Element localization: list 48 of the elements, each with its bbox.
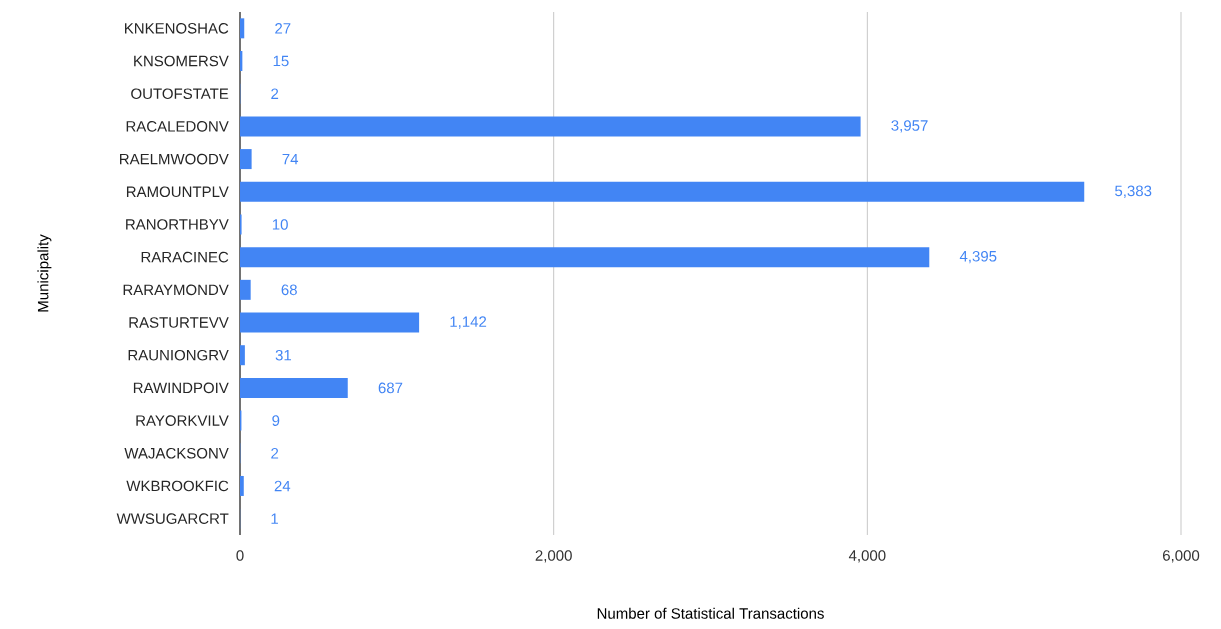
data-label: 31 <box>275 349 292 361</box>
y-tick-label: RAYORKVILV <box>136 415 229 426</box>
data-label: 2 <box>271 88 279 99</box>
y-tick-label: RASTURTEVV <box>129 317 229 328</box>
y-tick-label: OUTOFSTATE <box>131 88 229 100</box>
bar <box>240 18 245 39</box>
y-tick-label: WAJACKSONV <box>124 447 229 459</box>
data-label: 1,142 <box>450 316 487 329</box>
data-label: 68 <box>281 284 297 296</box>
data-label: 3,957 <box>891 120 928 133</box>
y-tick-label: RARACINEC <box>141 251 229 263</box>
data-label: 5,383 <box>1115 185 1152 198</box>
data-label: 15 <box>273 55 289 67</box>
y-tick-label: WWSUGARCRT <box>116 513 229 524</box>
data-label: 4,395 <box>959 250 997 264</box>
data-label: 27 <box>275 23 291 34</box>
y-tick-label: KNKENOSHAC <box>125 23 229 34</box>
y-tick-label: WKBROOKFIC <box>126 480 229 492</box>
y-tick-label: RARAYMONDV <box>123 284 229 296</box>
bar <box>240 279 251 300</box>
y-tick-label: RAUNIONGRV <box>128 349 229 361</box>
data-label: 2 <box>271 448 279 459</box>
bar <box>240 181 1085 202</box>
data-label: 1 <box>271 513 278 524</box>
x-tick-label: 0 <box>236 550 244 561</box>
data-label: 687 <box>378 382 403 394</box>
y-tick-label: RAELMWOODV <box>120 153 229 165</box>
x-axis-title: Number of Statistical Transactions <box>597 607 824 619</box>
y-tick-label: RACALEDONV <box>126 121 229 132</box>
data-label: 9 <box>272 415 280 426</box>
x-tick-label: 4,000 <box>848 550 886 563</box>
bar <box>240 247 930 268</box>
bar <box>240 377 348 398</box>
y-tick-label: KNSOMERSV <box>134 55 229 67</box>
bar <box>240 149 252 170</box>
y-tick-label: RANORTHBYV <box>126 219 229 230</box>
y-axis-title: Municipality <box>37 234 52 312</box>
data-label: 24 <box>274 480 291 492</box>
y-tick-label: RAWINDPOIV <box>133 382 229 394</box>
bar <box>240 116 861 137</box>
x-tick-label: 2,000 <box>535 550 572 563</box>
bar <box>240 345 245 366</box>
y-tick-label: RAMOUNTPLV <box>126 186 229 198</box>
data-label: 10 <box>272 219 288 230</box>
bar <box>240 312 420 333</box>
x-tick-label: 6,000 <box>1163 550 1200 563</box>
data-label: 74 <box>282 153 299 165</box>
bar <box>240 475 244 496</box>
